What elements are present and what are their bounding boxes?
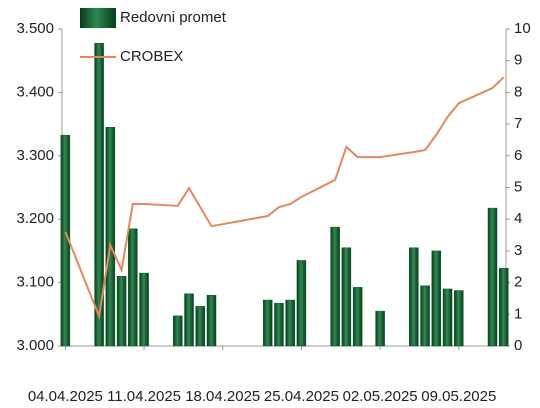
y2-tick-label: 6 <box>514 147 522 164</box>
bar <box>330 226 340 347</box>
bar <box>420 285 430 347</box>
x-tick-label: 18.04.2025 <box>185 388 260 405</box>
bar <box>409 247 419 347</box>
legend-label: Redovni promet <box>120 9 227 26</box>
bar <box>454 290 464 347</box>
bar <box>105 127 116 347</box>
legend-swatch <box>80 8 116 28</box>
bar <box>442 288 453 347</box>
y-tick-label: 3.500 <box>16 20 54 37</box>
y-tick-label: 3.400 <box>16 83 54 100</box>
y2-tick-label: 1 <box>514 305 522 322</box>
x-tick-label: 09.05.2025 <box>421 388 496 405</box>
y2-tick-label: 4 <box>514 210 522 227</box>
y2-tick-label: 0 <box>514 337 522 354</box>
bar <box>274 302 284 347</box>
bar <box>116 276 127 347</box>
y2-tick-label: 9 <box>514 52 522 69</box>
y2-tick-label: 5 <box>514 178 522 195</box>
x-tick-label: 25.04.2025 <box>264 388 339 405</box>
bar <box>341 247 352 347</box>
bar <box>285 299 295 347</box>
x-tick-label: 11.04.2025 <box>107 388 181 405</box>
bar <box>262 299 273 347</box>
x-tick-label: 04.04.2025 <box>28 388 103 405</box>
y-tick-label: 3.100 <box>16 274 54 291</box>
y2-tick-label: 10 <box>514 20 531 37</box>
bar <box>499 268 509 347</box>
bar <box>195 306 206 347</box>
y2-tick-label: 7 <box>514 115 522 132</box>
bar <box>184 293 194 347</box>
y-tick-label: 3.000 <box>16 337 54 354</box>
y2-tick-label: 8 <box>514 83 522 100</box>
bar <box>375 310 385 347</box>
y-tick-label: 3.300 <box>16 147 54 164</box>
y-tick-label: 3.200 <box>16 210 54 227</box>
bar <box>173 315 183 347</box>
bar <box>128 228 138 347</box>
legend-label: CROBEX <box>120 48 183 65</box>
bar <box>431 250 442 347</box>
bar <box>94 43 104 347</box>
y2-tick-label: 2 <box>514 274 522 291</box>
bar <box>352 287 363 347</box>
bar <box>206 295 217 347</box>
x-tick-label: 02.05.2025 <box>343 388 418 405</box>
line <box>64 76 505 320</box>
y2-tick-label: 3 <box>514 242 522 259</box>
bar <box>296 260 307 347</box>
bar <box>139 272 149 347</box>
bar <box>487 207 498 347</box>
